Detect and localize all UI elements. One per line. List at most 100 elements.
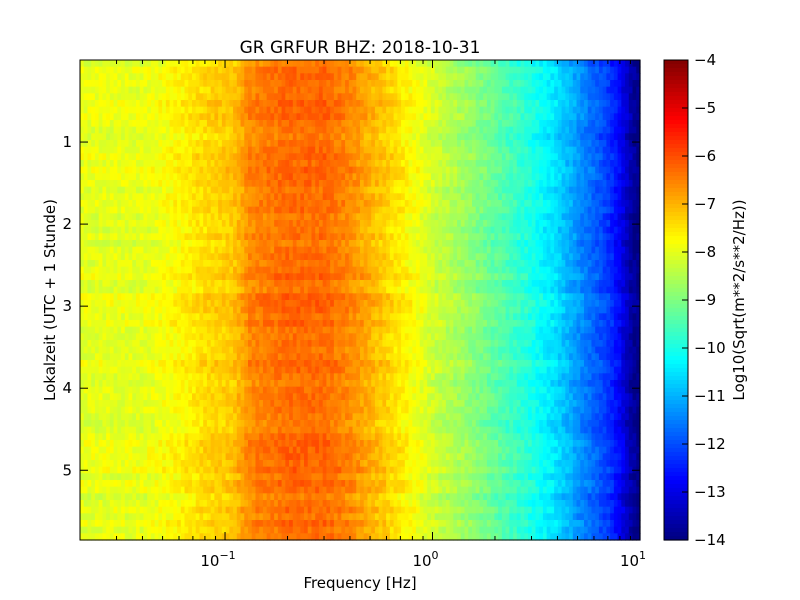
heatmap-cell [132,100,137,108]
heatmap-cell [546,200,551,208]
heatmap-cell [378,253,383,261]
heatmap-cell [360,126,365,134]
heatmap-cell [613,166,619,174]
heatmap-cell [621,173,626,181]
heatmap-cell [255,126,260,134]
heatmap-cell [91,266,96,274]
heatmap-cell [206,126,212,134]
heatmap-cell [397,253,402,261]
heatmap-cell [206,186,212,194]
heatmap-cell [449,146,454,154]
heatmap-cell [132,273,137,281]
heatmap-cell [595,200,600,208]
heatmap-cell [393,173,398,181]
heatmap-cell [233,193,238,201]
heatmap-cell [233,180,238,188]
heatmap-cell [218,213,223,221]
heatmap-cell [587,73,593,81]
heatmap-cell [203,86,208,94]
heatmap-cell [412,100,417,108]
heatmap-cell [147,200,152,208]
heatmap-cell [632,86,637,94]
heatmap-cell [188,180,193,188]
heatmap-cell [460,160,466,168]
heatmap-cell [386,140,391,148]
heatmap-cell [542,100,548,108]
heatmap-cell [576,173,581,181]
heatmap-cell [520,200,525,208]
heatmap-cell [494,226,499,234]
heatmap-cell [427,160,432,168]
heatmap-cell [356,86,361,94]
heatmap-cell [165,200,171,208]
heatmap-cell [598,273,604,281]
heatmap-cell [393,140,398,148]
heatmap-cell [554,233,559,241]
heatmap-cell [121,280,126,288]
heatmap-cell [206,246,212,254]
heatmap-cell [180,206,186,214]
heatmap-cell [438,80,443,88]
heatmap-cell [576,133,581,141]
heatmap-cell [345,60,350,68]
heatmap-cell [203,66,208,74]
heatmap-cell [449,93,454,101]
heatmap-cell [244,200,249,208]
heatmap-cell [274,80,279,88]
heatmap-cell [214,240,219,248]
heatmap-cell [296,80,301,88]
heatmap-cell [505,266,510,274]
heatmap-cell [304,213,309,221]
heatmap-cell [91,193,96,201]
heatmap-cell [162,153,167,161]
heatmap-cell [457,86,462,94]
heatmap-cell [188,73,193,81]
heatmap-cell [602,220,607,228]
heatmap-cell [628,126,634,134]
heatmap-cell [419,220,425,228]
heatmap-cell [430,166,436,174]
heatmap-cell [307,213,313,221]
heatmap-cell [595,126,600,134]
heatmap-cell [248,80,253,88]
heatmap-cell [285,246,290,254]
heatmap-cell [374,246,380,254]
heatmap-cell [251,193,257,201]
heatmap-cell [136,273,141,281]
heatmap-cell [602,166,607,174]
heatmap-cell [598,80,604,88]
heatmap-cell [430,160,436,168]
heatmap-cell [569,233,574,241]
heatmap-cell [498,246,503,254]
heatmap-cell [285,86,290,94]
heatmap-cell [434,133,439,141]
heatmap-cell [330,73,335,81]
heatmap-cell [539,260,544,268]
heatmap-cell [595,193,600,201]
heatmap-cell [557,220,563,228]
heatmap-cell [584,186,589,194]
heatmap-cell [147,226,152,234]
heatmap-cell [501,60,507,68]
heatmap-cell [150,206,156,214]
heatmap-cell [606,140,611,148]
heatmap-cell [296,186,301,194]
heatmap-cell [221,133,227,141]
heatmap-cell [460,206,466,214]
heatmap-cell [472,66,477,74]
heatmap-cell [419,193,425,201]
heatmap-cell [98,173,103,181]
heatmap-cell [520,153,525,161]
heatmap-cell [393,253,398,261]
heatmap-cell [199,260,204,268]
heatmap-cell [602,246,607,254]
heatmap-cell [277,273,283,281]
heatmap-cell [139,246,145,254]
heatmap-cell [352,226,357,234]
heatmap-cell [150,73,156,81]
heatmap-cell [352,206,357,214]
heatmap-cell [457,240,462,248]
heatmap-cell [636,186,641,194]
heatmap-cell [274,166,279,174]
heatmap-cell [177,120,182,128]
